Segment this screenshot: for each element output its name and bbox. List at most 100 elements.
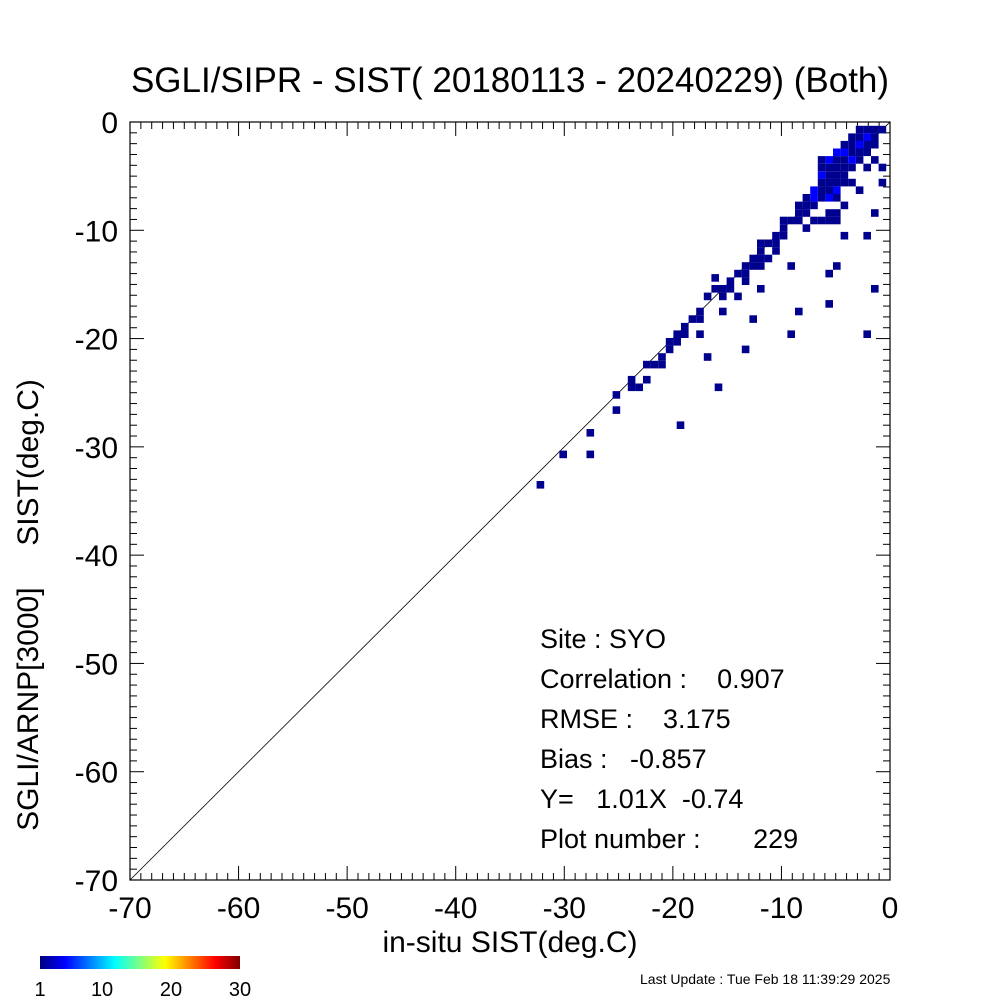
regression-label: Y= 1.01X -0.74 [540, 784, 743, 814]
density-cell [681, 322, 689, 331]
density-cell [848, 178, 856, 187]
density-cell [658, 353, 666, 361]
density-cell [840, 171, 849, 179]
density-cell [825, 300, 833, 308]
density-cell [749, 254, 757, 263]
chart-title: SGLI/SIPR - SIST( 20180113 - 20240229) (… [131, 61, 889, 100]
density-cell [787, 262, 795, 270]
density-cell [817, 216, 826, 225]
density-cells [536, 125, 887, 489]
density-cell [863, 231, 871, 240]
density-cell [855, 133, 864, 141]
y-tick-labels: -70 -60 -50 -40 -30 -20 -10 0 [75, 107, 118, 898]
density-cell [612, 406, 621, 414]
density-cell [840, 201, 849, 210]
density-cell [764, 239, 773, 248]
density-cell [627, 375, 636, 384]
density-cell [825, 216, 833, 225]
last-update-label: Last Update : Tue Feb 18 11:39:29 2025 [640, 971, 891, 987]
density-cell [817, 163, 826, 172]
density-cell [848, 163, 856, 172]
density-cell [787, 330, 795, 338]
density-cell [863, 148, 871, 157]
density-cell [817, 178, 826, 187]
density-cell [878, 163, 887, 172]
density-cell [726, 285, 735, 293]
density-cell [833, 262, 841, 270]
density-cell [714, 383, 723, 392]
y-axis-label: SGLI/ARNP[3000] SIST(deg.C) [12, 379, 45, 831]
correlation-label: Correlation : 0.907 [540, 664, 785, 694]
density-cell [840, 140, 849, 149]
density-cell [779, 216, 788, 225]
x-tick-label: 0 [882, 892, 899, 925]
density-cell [871, 133, 879, 141]
colorbar-tick-label: 10 [91, 979, 113, 1000]
density-cell [863, 163, 871, 172]
density-cell [627, 383, 636, 392]
density-cell [825, 194, 833, 202]
colorbar-tick-label: 1 [34, 979, 45, 1000]
minor-ticks [129, 121, 891, 881]
stats-annotation: Site : SYO Correlation : 0.907 RMSE : 3.… [540, 624, 798, 854]
density-cell [665, 338, 674, 346]
density-cell [734, 269, 742, 278]
density-cell [696, 315, 704, 323]
density-cell [802, 201, 811, 210]
density-cell [825, 209, 833, 217]
density-cell [779, 231, 788, 240]
density-cell [817, 171, 826, 179]
density-cell [871, 209, 879, 217]
colorbar-tick-labels: 1 10 20 30 [34, 979, 251, 1000]
colorbar-tick-label: 20 [160, 979, 182, 1000]
density-cell [741, 277, 750, 285]
density-cell [825, 171, 833, 179]
density-cell [802, 209, 811, 217]
density-cell [719, 307, 727, 316]
density-cell [848, 133, 856, 141]
density-cell [840, 178, 849, 187]
density-cell [635, 383, 643, 392]
density-cell [681, 330, 689, 338]
density-cell [612, 391, 621, 399]
density-cell [673, 338, 681, 346]
density-cell [772, 239, 780, 248]
density-cell [802, 194, 811, 202]
density-cell [825, 186, 833, 194]
density-cell [726, 277, 735, 285]
x-tick-label: -50 [325, 892, 368, 925]
density-cell [863, 125, 871, 134]
site-label: Site : SYO [540, 624, 666, 654]
density-cell [703, 353, 712, 361]
density-cell [855, 125, 864, 134]
density-cell [871, 156, 879, 164]
density-cell [825, 269, 833, 278]
density-cell [802, 224, 811, 232]
colorbar-tick-label: 30 [229, 979, 251, 1000]
density-cell [795, 307, 803, 316]
density-cell [817, 186, 826, 194]
density-cell [757, 254, 765, 263]
density-cell [559, 450, 567, 459]
density-cell [772, 231, 780, 240]
density-cell [673, 330, 681, 338]
density-cell [795, 209, 803, 217]
density-cell [863, 330, 871, 338]
density-cell [848, 156, 856, 164]
y-tick-label: -40 [75, 540, 118, 573]
x-tick-label: -60 [217, 892, 260, 925]
density-cell [658, 360, 666, 369]
plot-area [129, 121, 891, 881]
density-cell [848, 148, 856, 157]
plot-number-label: Plot number : 229 [540, 824, 798, 854]
density-cell [871, 285, 879, 293]
density-cell [871, 140, 879, 149]
density-cell [817, 194, 826, 202]
y-tick-label: -60 [75, 757, 118, 790]
density-cell [840, 163, 849, 172]
density-cell [795, 216, 803, 225]
y-tick-label: 0 [101, 107, 118, 140]
density-cell [833, 194, 841, 202]
density-cell [848, 140, 856, 149]
density-cell [643, 375, 651, 384]
